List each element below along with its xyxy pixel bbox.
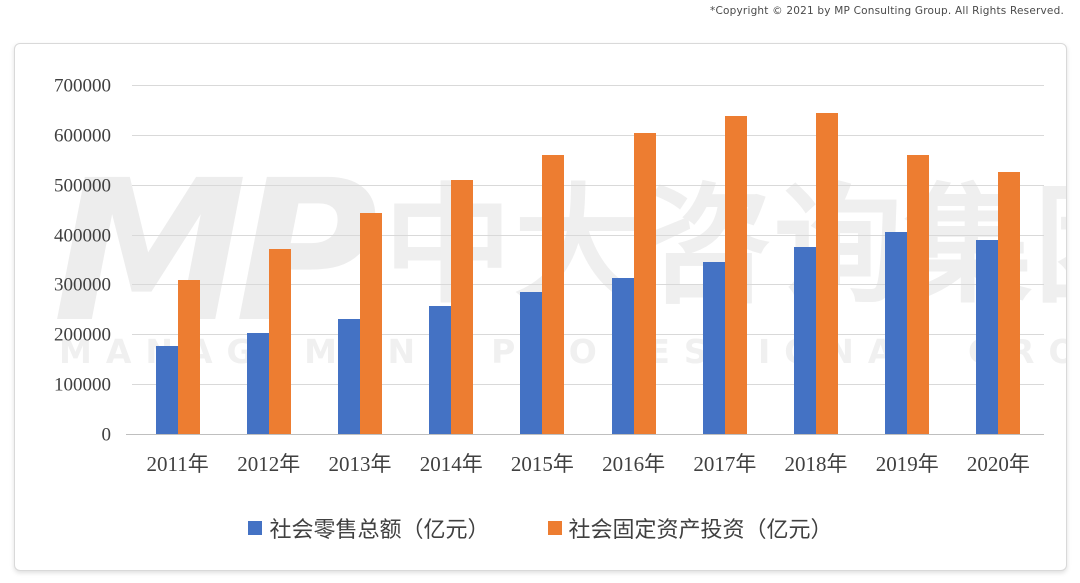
bar (451, 180, 474, 435)
x-axis-tick-label: 2012年 (237, 452, 301, 476)
bar (520, 292, 543, 435)
gridline (132, 185, 1044, 186)
y-axis-tick-label: 300000 (54, 274, 111, 296)
y-axis-tick-label: 600000 (54, 125, 111, 147)
y-axis-tick-label: 200000 (54, 324, 111, 346)
bar-group-2013 (314, 86, 405, 435)
bar (429, 306, 452, 435)
bar (268, 249, 291, 435)
gridline (132, 284, 1044, 285)
gridline (132, 235, 1044, 236)
bar (724, 116, 747, 435)
bar-group-2011 (132, 86, 223, 435)
bar (794, 247, 817, 435)
x-axis-tick-label: 2013年 (328, 452, 392, 476)
gridline (132, 334, 1044, 335)
y-axis-tick-label: 100000 (54, 374, 111, 396)
bar (177, 280, 200, 435)
bar (542, 155, 565, 435)
gridline (132, 135, 1044, 136)
gridline (132, 85, 1044, 86)
bar-group-2012 (223, 86, 314, 435)
x-axis-tick-label: 2017年 (693, 452, 757, 476)
y-axis-tick-label: 0 (101, 424, 112, 446)
bar-group-2018 (770, 86, 861, 435)
x-axis-tick-label: 2018年 (784, 452, 848, 476)
bar-groups (132, 86, 1044, 435)
legend-item-retail: 社会零售总额（亿元） (248, 512, 490, 544)
gridline (132, 384, 1044, 385)
bar (998, 172, 1021, 435)
x-axis-tick-label: 2016年 (602, 452, 666, 476)
x-axis-tick-label: 2019年 (875, 452, 939, 476)
plot-area (126, 85, 1044, 435)
legend: 社会零售总额（亿元） 社会固定资产投资（亿元） (15, 512, 1066, 544)
bar (633, 133, 656, 435)
bar (246, 333, 269, 435)
bar-group-2017 (679, 86, 770, 435)
x-axis-tick-label: 2015年 (510, 452, 574, 476)
bar (702, 262, 725, 435)
x-axis-line (126, 434, 1044, 435)
copyright-text: *Copyright © 2021 by MP Consulting Group… (710, 5, 1064, 17)
bar-group-2014 (406, 86, 497, 435)
x-axis-tick-label: 2014年 (419, 452, 483, 476)
bar (611, 278, 634, 435)
legend-item-investment: 社会固定资产投资（亿元） (547, 512, 833, 544)
x-axis-tick-label: 2011年 (146, 452, 209, 476)
bar (360, 213, 382, 435)
bar (976, 240, 999, 435)
legend-label-retail: 社会零售总额（亿元） (269, 517, 490, 542)
x-axis-tick-label: 2020年 (966, 452, 1030, 476)
y-axis-tick-label: 400000 (54, 225, 111, 247)
legend-swatch-investment (547, 521, 562, 535)
bar-group-2019 (862, 86, 953, 435)
y-axis-labels: 0 100000 200000 300000 400000 500000 600000 700… (33, 77, 111, 445)
bar (816, 113, 839, 435)
bar (885, 232, 908, 435)
bar (338, 319, 360, 435)
bar-group-2015 (497, 86, 588, 435)
bar-group-2020 (953, 86, 1044, 435)
bar-group-2016 (588, 86, 679, 435)
legend-swatch-retail (248, 521, 263, 535)
legend-label-investment: 社会固定资产投资（亿元） (568, 517, 833, 542)
chart-card: MP 中大咨询集团 MANAGEMENT PROFESSIONAL GROUP … (14, 43, 1067, 571)
bar (907, 155, 930, 435)
bar (155, 346, 178, 435)
y-axis-tick-label: 500000 (54, 175, 111, 197)
y-axis-tick-label: 700000 (54, 75, 111, 97)
x-axis-labels: 2011年 2012年 2013年 2014年 2015年 2016年 2017年 2018年… (132, 448, 1044, 478)
